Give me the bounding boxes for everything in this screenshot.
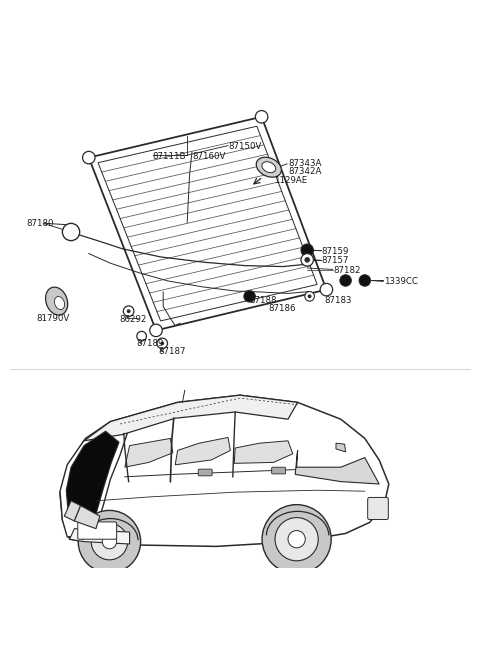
Circle shape	[157, 338, 168, 348]
Text: 87111B: 87111B	[153, 152, 186, 161]
Circle shape	[340, 275, 351, 286]
Polygon shape	[60, 422, 127, 537]
Text: 87187: 87187	[158, 348, 186, 356]
Circle shape	[301, 254, 313, 266]
Circle shape	[62, 223, 80, 241]
Circle shape	[78, 510, 141, 573]
Circle shape	[137, 331, 146, 341]
Circle shape	[83, 152, 95, 164]
Text: 87189: 87189	[137, 339, 164, 348]
FancyBboxPatch shape	[368, 497, 388, 520]
Polygon shape	[125, 438, 173, 467]
Text: 87182: 87182	[334, 266, 361, 275]
Text: 87183: 87183	[324, 296, 351, 304]
Circle shape	[359, 275, 371, 286]
Text: 87150V: 87150V	[228, 142, 262, 151]
Ellipse shape	[46, 287, 68, 315]
Text: 87342A: 87342A	[288, 167, 322, 176]
Circle shape	[308, 295, 312, 298]
Text: 87188: 87188	[250, 296, 277, 304]
Text: 1339CC: 1339CC	[384, 277, 418, 287]
Circle shape	[255, 111, 268, 123]
Circle shape	[305, 291, 314, 301]
Text: 87160V: 87160V	[192, 152, 226, 161]
Polygon shape	[295, 451, 379, 484]
Circle shape	[262, 504, 331, 574]
Circle shape	[123, 306, 134, 316]
Text: 1129AE: 1129AE	[274, 176, 307, 185]
Polygon shape	[74, 506, 100, 529]
Text: 87180: 87180	[26, 219, 54, 228]
Circle shape	[320, 283, 333, 296]
Polygon shape	[70, 529, 130, 544]
Text: 81790V: 81790V	[36, 314, 69, 323]
Polygon shape	[84, 395, 298, 441]
FancyBboxPatch shape	[78, 522, 117, 539]
Circle shape	[275, 518, 318, 561]
Ellipse shape	[54, 297, 65, 310]
Text: 87159: 87159	[322, 247, 349, 256]
Circle shape	[127, 309, 131, 313]
Circle shape	[102, 535, 117, 549]
Ellipse shape	[262, 162, 276, 173]
FancyBboxPatch shape	[198, 469, 212, 476]
Polygon shape	[175, 438, 230, 465]
Circle shape	[244, 291, 255, 302]
Circle shape	[91, 523, 128, 560]
Text: 87186: 87186	[269, 304, 296, 314]
Circle shape	[305, 257, 310, 262]
Polygon shape	[336, 443, 346, 452]
Text: 86292: 86292	[119, 315, 146, 324]
FancyBboxPatch shape	[272, 467, 286, 474]
Polygon shape	[66, 431, 119, 522]
Text: 87157: 87157	[322, 256, 349, 265]
Circle shape	[288, 531, 305, 548]
Ellipse shape	[256, 157, 281, 177]
Circle shape	[160, 341, 164, 345]
Polygon shape	[234, 441, 293, 463]
Circle shape	[150, 324, 162, 337]
Polygon shape	[64, 501, 81, 521]
Circle shape	[301, 244, 313, 256]
Polygon shape	[60, 395, 389, 546]
Text: 87343A: 87343A	[288, 159, 322, 169]
